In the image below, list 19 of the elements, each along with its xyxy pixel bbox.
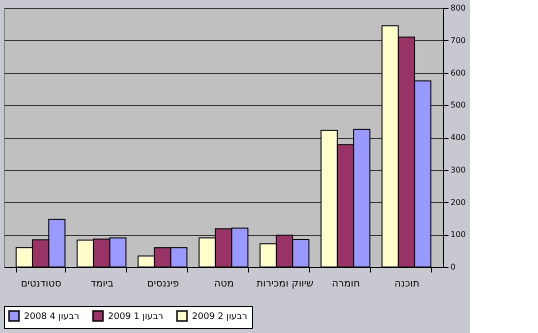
- legend-label: רבעון 1 2009: [108, 312, 164, 322]
- x-tick-label: חומרה: [332, 278, 360, 290]
- y-tick-label: 500: [450, 100, 466, 110]
- x-tick-label: סטודנטים: [20, 278, 62, 290]
- y-tick-label: 700: [450, 36, 466, 45]
- x-tick-label: שיווק ומכירות: [256, 278, 314, 290]
- legend-label: רבעון 2 2009: [192, 312, 248, 322]
- x-tick-label: מטה: [214, 278, 234, 290]
- y-tick-label: 300: [450, 165, 466, 174]
- legend-label: רבעון 4 2008: [24, 312, 80, 322]
- y-tick-label: 100: [450, 230, 466, 240]
- y-tick-label: 200: [450, 198, 466, 207]
- x-tick-label: פיננסים: [147, 278, 179, 290]
- y-tick-label: 0: [450, 262, 456, 272]
- y-tick-label: 600: [450, 68, 466, 78]
- x-tick-label: תוכנה: [394, 278, 420, 290]
- y-tick-label: 400: [450, 133, 466, 142]
- y-tick-label: 800: [450, 4, 466, 12]
- x-tick-label: ביומד: [90, 278, 114, 290]
